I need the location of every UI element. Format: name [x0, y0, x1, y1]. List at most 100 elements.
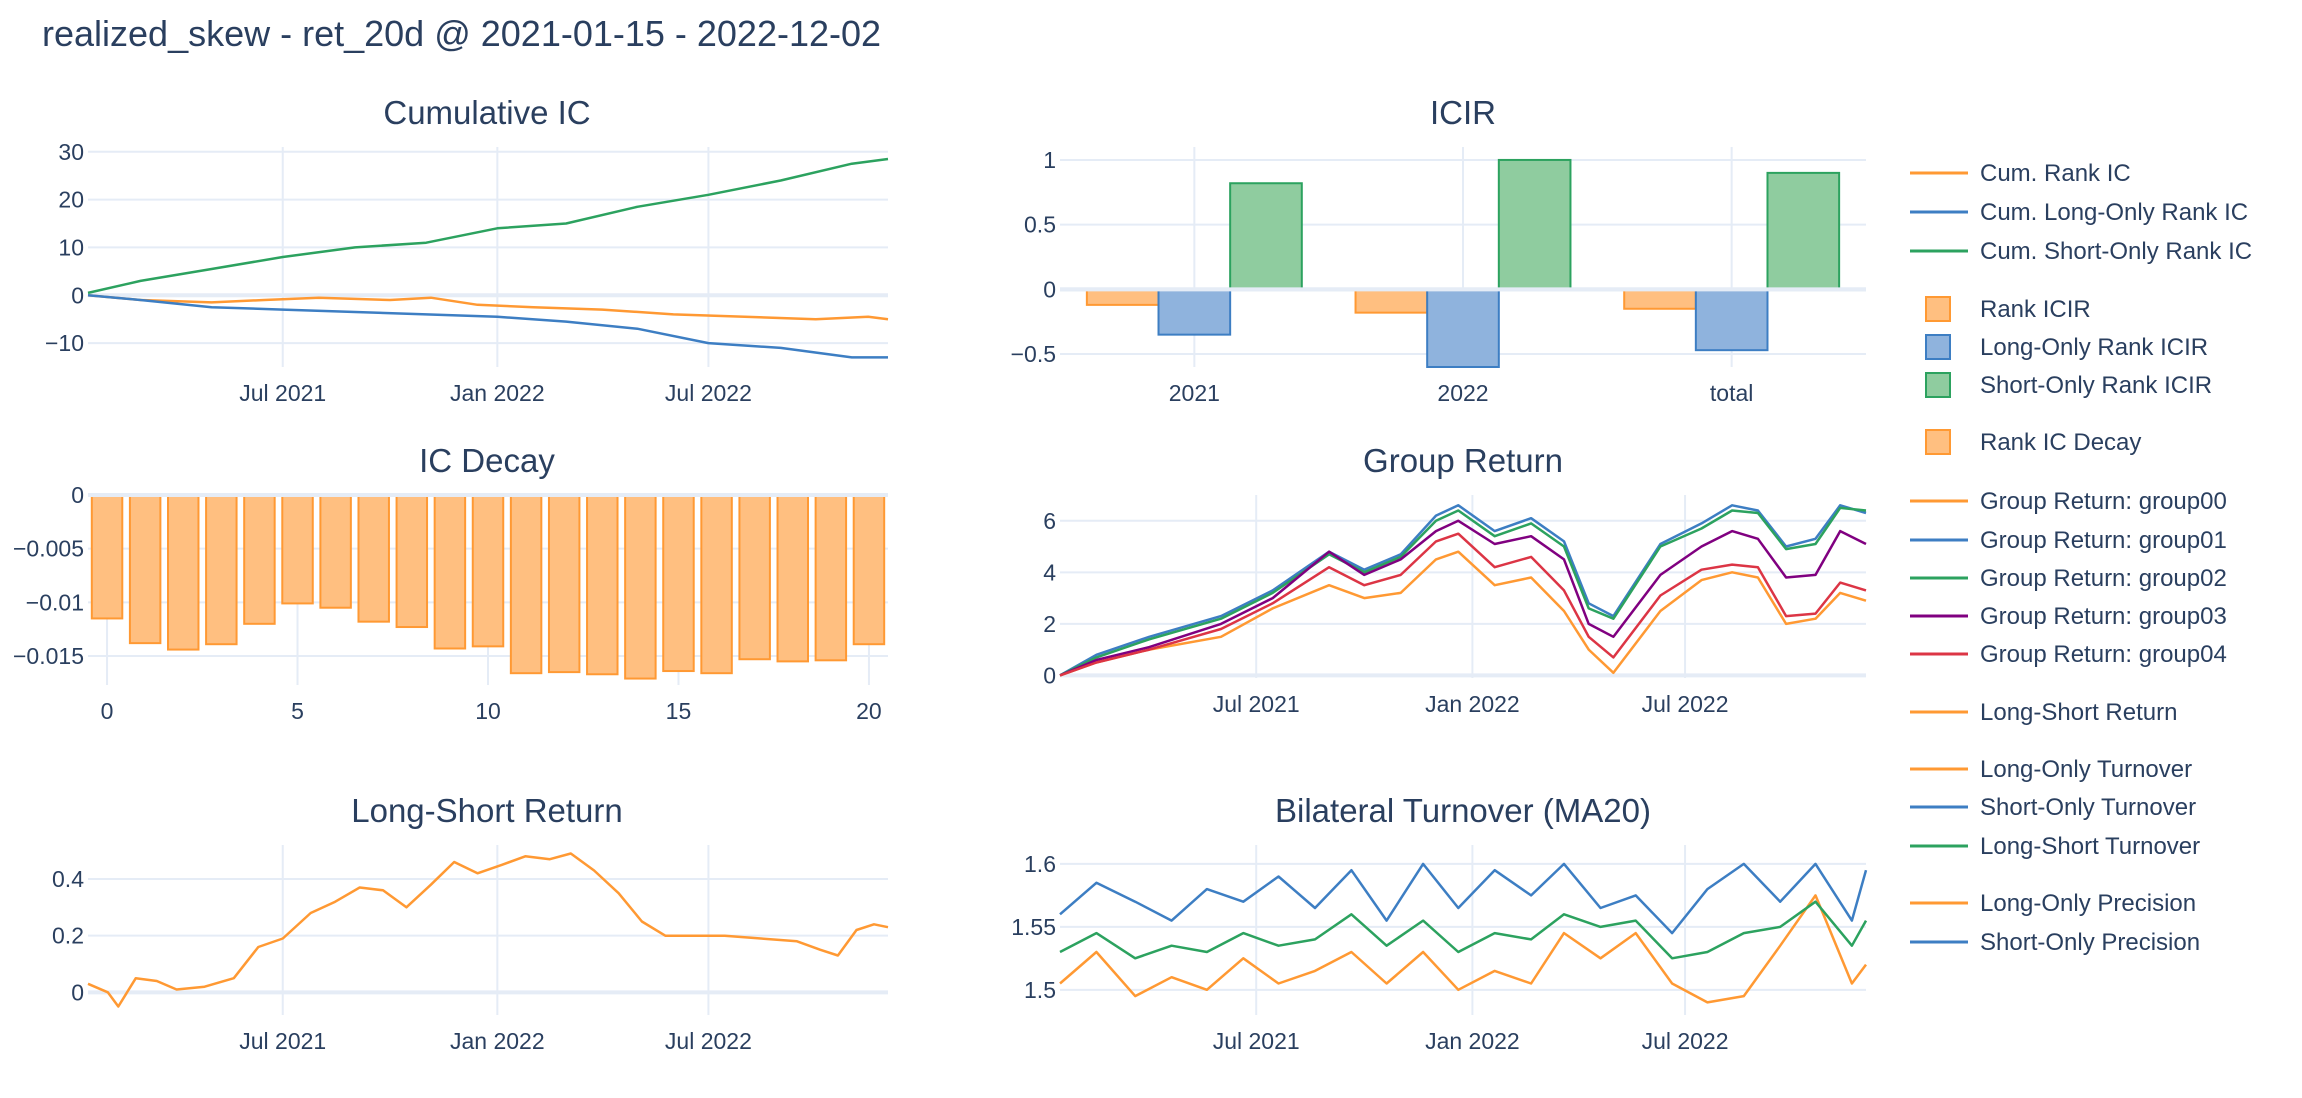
- long-short-return-line: [87, 852, 889, 1008]
- cumic-ytick-label: 30: [58, 139, 84, 165]
- group-xtick-label: Jul 2022: [1642, 691, 1729, 717]
- decay-xtick-label: 20: [856, 698, 882, 724]
- legend-item-cum-short-only-rank-ic[interactable]: Cum. Short-Only Rank IC: [1910, 238, 2252, 265]
- rank-ic-decay-bar: [90, 494, 124, 620]
- legend-item-group-return-group04[interactable]: Group Return: group04: [1910, 641, 2227, 668]
- group-return-group02-line: [1059, 506, 1867, 677]
- legend-item-group-return-group00[interactable]: Group Return: group00: [1910, 488, 2227, 515]
- ls-xtick-label: Jul 2021: [239, 1028, 326, 1054]
- legend-label: Group Return: group02: [1980, 565, 2227, 592]
- legend-item-rank-ic-decay[interactable]: Rank IC Decay: [1925, 429, 2141, 456]
- ls-xtick-label: Jul 2022: [665, 1028, 752, 1054]
- legend-label: Short-Only Precision: [1980, 929, 2200, 956]
- turn-ytick-label: 1.55: [1011, 914, 1056, 940]
- rank-ic-decay-bar: [167, 494, 200, 651]
- rank-ic-decay-bar: [243, 494, 276, 625]
- decay-xtick-label: 5: [291, 698, 304, 724]
- icir-ytick-label: 0: [1043, 276, 1056, 302]
- rank-ic-decay-bar: [281, 494, 314, 605]
- group-ytick-label: 6: [1043, 508, 1056, 534]
- rank-ic-decay-bar: [319, 494, 352, 609]
- legend-item-long-only-turnover[interactable]: Long-Only Turnover: [1910, 756, 2192, 783]
- rank-ic-decay-bar: [624, 494, 657, 680]
- short-only-rank-icir-bar: [1229, 182, 1303, 291]
- turn-panel: Bilateral Turnover (MA20) Jul 2021 Jan 202…: [1011, 792, 1868, 1054]
- legend-label: Long-Only Rank ICIR: [1980, 334, 2208, 361]
- ls-ytick-label: 0.2: [52, 923, 84, 949]
- decay-xtick-label: 0: [101, 698, 114, 724]
- legend-item-group-return-group03[interactable]: Group Return: group03: [1910, 603, 2227, 630]
- legend-item-long-short-turnover[interactable]: Long-Short Turnover: [1910, 833, 2200, 860]
- legend: Cum. Rank IC Cum. Long-Only Rank IC Cum. S…: [1910, 160, 2252, 956]
- long-short-turnover-line: [1059, 900, 1868, 960]
- rank-ic-decay-bar: [471, 494, 505, 648]
- legend-item-long-short-return[interactable]: Long-Short Return: [1910, 699, 2177, 726]
- legend-label: Short-Only Rank ICIR: [1980, 372, 2212, 399]
- long-only-turnover-line: [1059, 894, 1868, 1004]
- decay-ytick-label: −0.015: [13, 643, 84, 669]
- cumic-xtick-label: Jan 2022: [450, 380, 545, 406]
- rank-ic-decay-bar: [128, 494, 162, 645]
- legend-item-short-only-precision[interactable]: Short-Only Precision: [1910, 929, 2200, 956]
- cumic-xtick-label: Jul 2022: [665, 380, 752, 406]
- cum-rank-ic-line: [87, 294, 889, 321]
- legend-label: Cum. Long-Only Rank IC: [1980, 199, 2248, 226]
- decay-title: IC Decay: [419, 442, 555, 479]
- turn-xtick-label: Jul 2022: [1642, 1028, 1729, 1054]
- rank-ic-decay-bar: [547, 494, 581, 674]
- legend-item-short-only-turnover[interactable]: Short-Only Turnover: [1910, 794, 2196, 821]
- turn-title: Bilateral Turnover (MA20): [1275, 792, 1651, 829]
- legend-item-cum-long-only-rank-ic[interactable]: Cum. Long-Only Rank IC: [1910, 199, 2248, 226]
- short-only-turnover-line: [1059, 862, 1868, 935]
- rank-ic-decay-bar: [433, 494, 467, 650]
- icir-category-label: 2021: [1169, 380, 1220, 406]
- legend-label: Short-Only Turnover: [1980, 794, 2196, 821]
- long-only-rank-icir-bar: [1426, 288, 1500, 368]
- group-return-group01-line: [1059, 504, 1867, 677]
- rank-ic-decay-bar: [814, 494, 848, 662]
- legend-item-group-return-group01[interactable]: Group Return: group01: [1910, 527, 2227, 554]
- decay-xtick-label: 15: [666, 698, 692, 724]
- turn-xtick-label: Jan 2022: [1425, 1028, 1520, 1054]
- legend-item-long-only-rank-icir[interactable]: Long-Only Rank ICIR: [1925, 334, 2208, 361]
- rank-icir-bar: [1354, 288, 1429, 314]
- group-ytick-label: 4: [1043, 559, 1056, 585]
- legend-label: Cum. Rank IC: [1980, 160, 2131, 187]
- cum-short-only-rank-ic-line: [87, 157, 889, 295]
- long-only-rank-icir-bar: [1694, 288, 1769, 352]
- cumic-panel: Cumulative IC Jul 2021 Jan 2022 Jul 2022 −10…: [45, 94, 889, 406]
- short-only-rank-icir-bar: [1497, 158, 1572, 291]
- legend-label: Group Return: group03: [1980, 603, 2227, 630]
- legend-item-cum-rank-ic[interactable]: Cum. Rank IC: [1910, 160, 2131, 187]
- rank-ic-decay-bar: [738, 494, 771, 661]
- legend-item-rank-icir[interactable]: Rank ICIR: [1925, 296, 2091, 323]
- rank-ic-decay-bar: [586, 494, 619, 676]
- decay-xtick-label: 10: [475, 698, 501, 724]
- rank-ic-decay-bar: [776, 494, 809, 663]
- legend-label: Rank ICIR: [1980, 296, 2091, 323]
- legend-item-group-return-group02[interactable]: Group Return: group02: [1910, 565, 2227, 592]
- ls-ytick-label: 0: [71, 979, 84, 1005]
- ls-panel: Long-Short Return Jul 2021 Jan 2022 Jul 202…: [52, 792, 889, 1054]
- legend-item-short-only-rank-icir[interactable]: Short-Only Rank ICIR: [1925, 372, 2212, 399]
- rank-icir-bar: [1623, 288, 1697, 310]
- cumic-xtick-label: Jul 2021: [239, 380, 326, 406]
- legend-item-long-only-precision[interactable]: Long-Only Precision: [1910, 890, 2196, 917]
- legend-swatch-box: [1925, 372, 1951, 398]
- long-only-rank-icir-bar: [1157, 288, 1232, 336]
- legend-label: Group Return: group00: [1980, 488, 2227, 515]
- cum-long-only-rank-ic-line: [87, 294, 888, 359]
- ls-ytick-label: 0.4: [52, 866, 84, 892]
- icir-category-label: 2022: [1437, 380, 1488, 406]
- icir-panel: ICIR −0.5 0 0.5 1 2021 2022 total: [1011, 94, 1866, 406]
- group-ytick-label: 2: [1043, 611, 1056, 637]
- legend-label: Long-Only Turnover: [1980, 756, 2192, 783]
- rank-ic-decay-bar: [357, 494, 390, 623]
- legend-swatch-box: [1925, 429, 1951, 455]
- icir-ytick-label: 1: [1043, 147, 1056, 173]
- legend-label: Long-Short Return: [1980, 699, 2177, 726]
- legend-label: Long-Only Precision: [1980, 890, 2196, 917]
- cumic-ytick-label: 10: [58, 234, 84, 260]
- rank-ic-decay-bar: [662, 494, 695, 673]
